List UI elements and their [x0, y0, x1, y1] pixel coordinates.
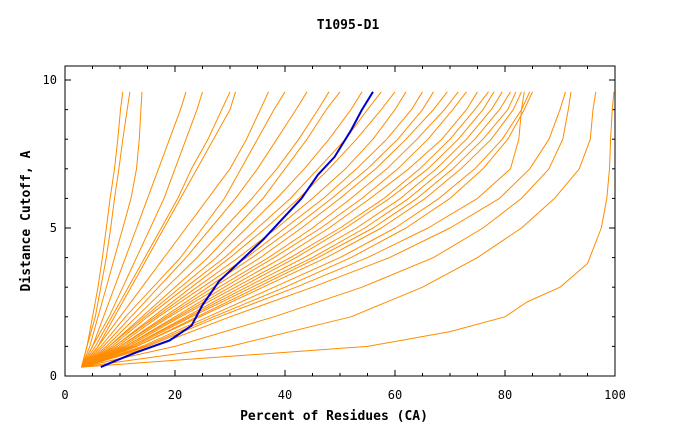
model-line [81, 91, 478, 368]
model-line [81, 91, 341, 368]
model-line [81, 91, 566, 368]
model-line [81, 91, 489, 368]
model-line [81, 91, 382, 368]
y-tick-label: 0 [50, 369, 57, 383]
model-line [81, 91, 525, 368]
model-line [81, 91, 572, 368]
model-line [81, 91, 330, 368]
y-tick-label: 5 [50, 221, 57, 235]
axis-ticks: 0 20 40 60 80 100 0 5 10 [43, 66, 626, 402]
x-tick-label: 40 [278, 388, 292, 402]
x-tick-label: 80 [498, 388, 512, 402]
model-line [81, 91, 459, 368]
model-line [81, 91, 124, 368]
model-line [81, 91, 286, 368]
model-line [81, 91, 308, 368]
model-line [81, 91, 522, 368]
model-line [81, 91, 517, 368]
model-line [81, 91, 131, 368]
x-tick-label: 60 [388, 388, 402, 402]
model-line [81, 91, 187, 368]
model-line [81, 91, 511, 368]
model-line [81, 91, 203, 368]
model-line [81, 91, 531, 368]
x-tick-label: 0 [61, 388, 68, 402]
x-axis-label: Percent of Residues (CA) [240, 409, 428, 424]
model-line [81, 91, 495, 368]
plot-frame [64, 65, 616, 377]
model-line [81, 91, 448, 368]
model-line [81, 91, 434, 368]
model-line [81, 91, 467, 368]
model-line [81, 91, 363, 368]
y-axis-label: Distance Cutoff, A [19, 150, 34, 291]
chart-title: T1095-D1 [317, 18, 380, 33]
model-line [81, 91, 396, 368]
model-line [81, 91, 597, 368]
model-line [81, 91, 236, 368]
model-line [81, 91, 231, 368]
y-tick-label: 10 [43, 73, 57, 87]
model-line [81, 91, 503, 368]
x-tick-label: 100 [604, 388, 626, 402]
model-line [81, 91, 407, 368]
x-tick-label: 20 [168, 388, 182, 402]
model-line [81, 91, 423, 368]
model-line [81, 91, 143, 368]
highlighted-model-line [100, 91, 374, 369]
model-line [81, 91, 615, 368]
plot-lines [81, 91, 615, 369]
model-line [81, 91, 269, 368]
